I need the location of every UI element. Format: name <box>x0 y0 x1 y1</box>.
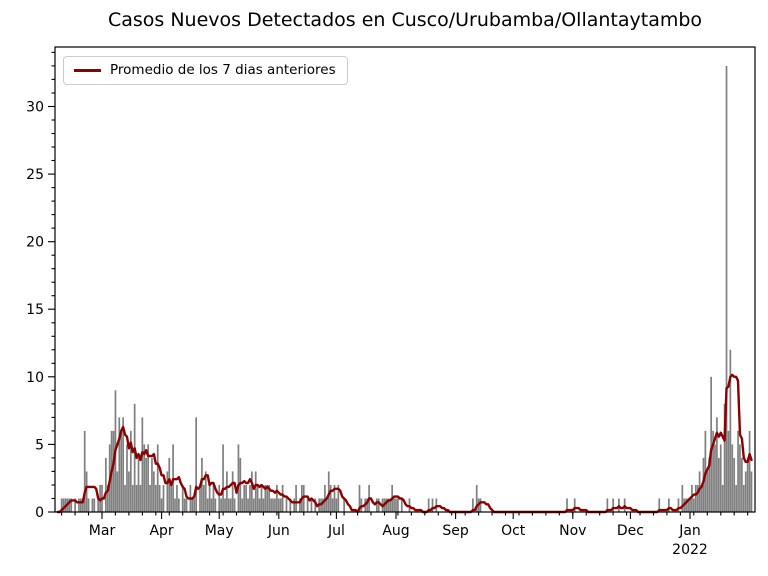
legend-line-swatch <box>74 68 101 72</box>
x-tick-label: Apr <box>149 523 173 539</box>
y-tick-label: 5 <box>35 437 44 453</box>
y-tick-label: 20 <box>26 235 44 251</box>
x-tick-label: Jul <box>327 523 345 539</box>
x-tick-label: Oct <box>501 523 526 539</box>
x-axis-labels: Mar Apr May Jun Jul Aug Sep Oct Nov Dec Jan 2022 <box>89 523 708 558</box>
x-tick-label: Jan <box>678 523 701 539</box>
y-tick-label: 30 <box>26 100 44 116</box>
y-axis-labels: 0 5 10 15 20 25 30 <box>26 100 44 522</box>
plot-frame <box>54 46 756 513</box>
x-tick-label: Aug <box>382 523 409 539</box>
y-tick-label: 0 <box>35 505 44 521</box>
x-axis <box>61 512 749 519</box>
x-tick-label: May <box>205 523 234 539</box>
y-tick-label: 15 <box>26 302 44 318</box>
legend: Promedio de los 7 dias anteriores <box>63 56 348 85</box>
y-tick-label: 25 <box>26 167 44 183</box>
x-tick-label: Sep <box>442 523 469 539</box>
x-tick-label: Dec <box>617 523 644 539</box>
x-tick-label: Jun <box>267 523 290 539</box>
legend-label: Promedio de los 7 dias anteriores <box>110 62 336 78</box>
chart-title: Casos Nuevos Detectados en Cusco/Urubamb… <box>107 9 703 31</box>
x-tick-label: Mar <box>89 523 116 539</box>
y-axis <box>48 51 55 513</box>
y-tick-label: 10 <box>26 370 44 386</box>
seven-day-average-line <box>56 373 753 514</box>
x-tick-year-label: 2022 <box>672 542 708 558</box>
daily-cases-bars <box>60 65 753 513</box>
x-tick-label: Nov <box>559 523 586 539</box>
